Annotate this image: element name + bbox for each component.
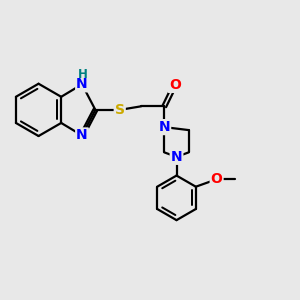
Text: N: N	[158, 120, 170, 134]
Text: N: N	[76, 77, 88, 91]
Text: O: O	[211, 172, 223, 186]
Text: H: H	[78, 68, 88, 81]
Text: N: N	[76, 128, 88, 142]
Text: S: S	[115, 103, 125, 117]
Text: O: O	[169, 78, 181, 92]
Text: N: N	[171, 150, 182, 164]
